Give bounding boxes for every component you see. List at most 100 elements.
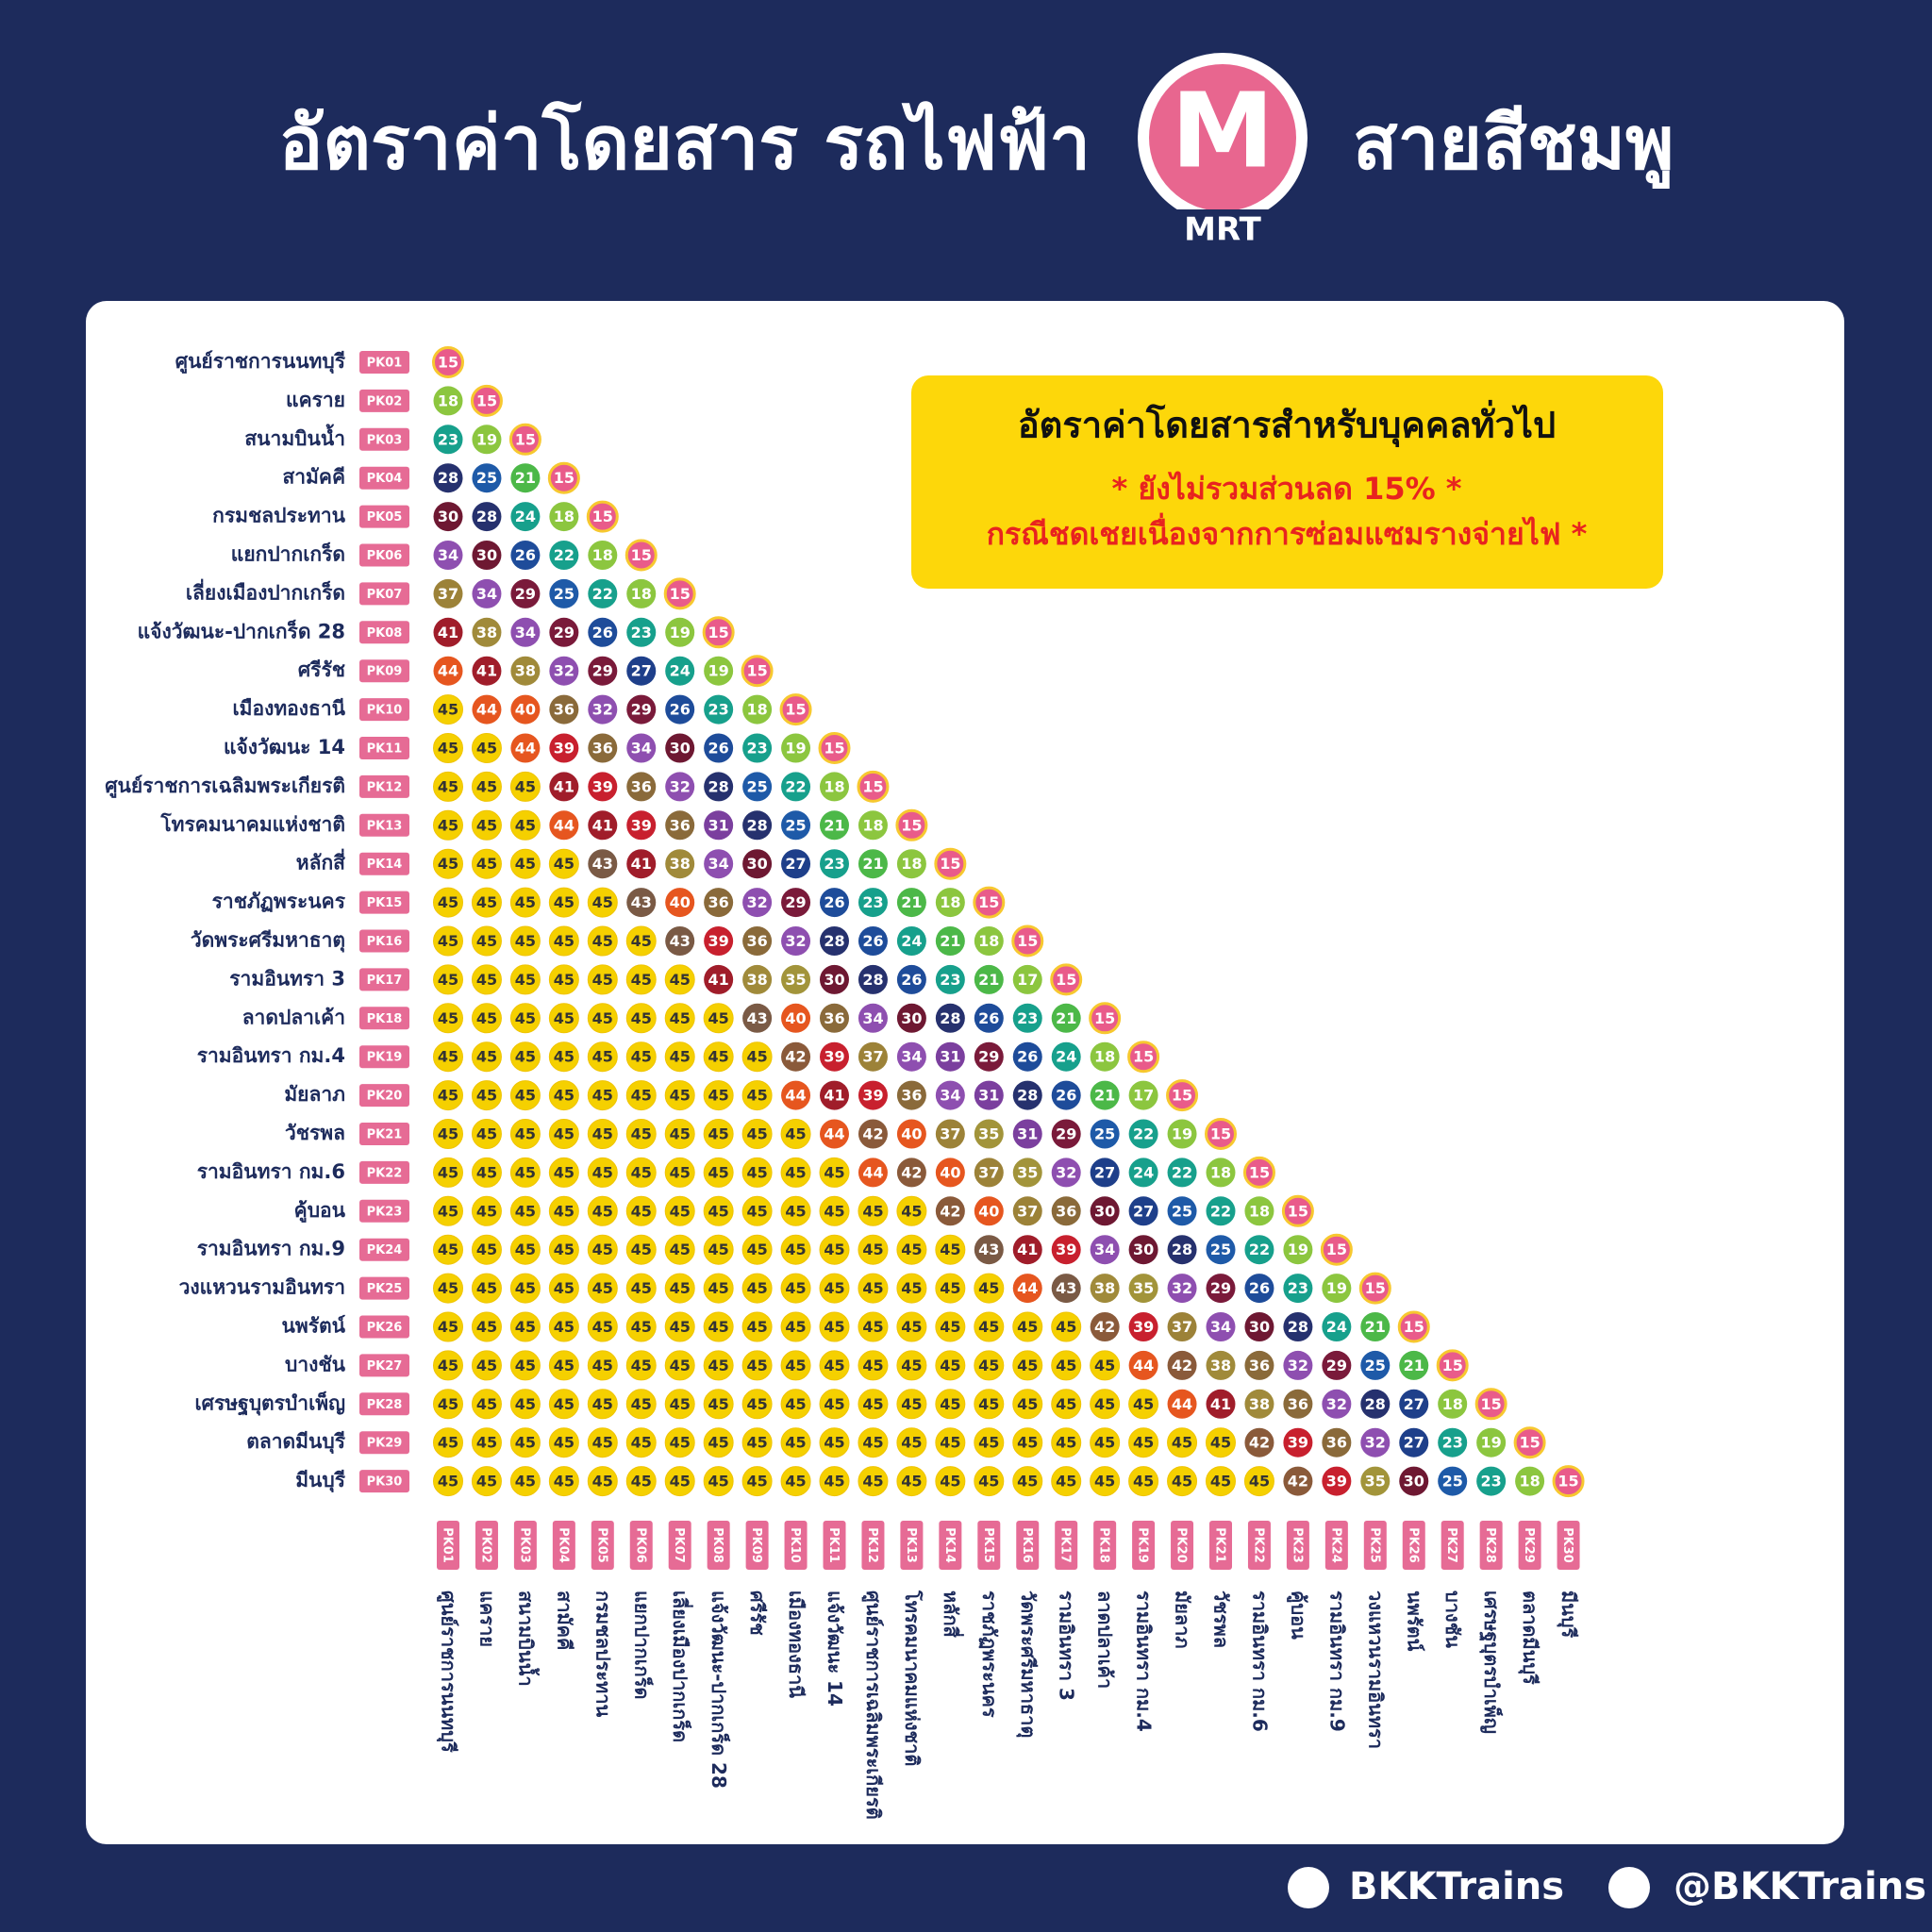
fare-cell — [1515, 1466, 1545, 1496]
station-name: คู้บอน — [294, 1199, 346, 1224]
fare-cell — [470, 384, 503, 417]
station-code-badge — [1479, 1521, 1503, 1570]
station-name: รามอินทรา กม.6 — [197, 1160, 345, 1183]
station-code-badge — [359, 1238, 409, 1261]
fare-value: 45 — [746, 1125, 767, 1143]
fare-value: 45 — [901, 1473, 922, 1491]
fare-value: 45 — [515, 1009, 536, 1027]
fare-value: 45 — [746, 1202, 767, 1220]
fare-cell — [549, 578, 579, 608]
fare-value: 45 — [631, 1279, 652, 1297]
fare-value: 45 — [901, 1357, 922, 1374]
fare-cell — [509, 925, 541, 957]
station-code: PK23 — [367, 1205, 403, 1219]
fare-value: 26 — [1056, 1087, 1076, 1105]
fare-cell — [935, 1119, 965, 1149]
fare-value: 38 — [515, 662, 536, 680]
fare-cell — [1206, 1389, 1236, 1419]
station-code-badge — [359, 427, 409, 451]
fare-cell — [626, 888, 657, 918]
fare-cell — [1128, 1080, 1158, 1110]
station-code: PK13 — [367, 819, 403, 833]
fare-cell — [433, 733, 463, 763]
fare-cell — [472, 425, 502, 455]
fare-value: 23 — [862, 893, 883, 911]
fare-cell — [742, 926, 773, 956]
fare-cell — [664, 1273, 695, 1304]
station-code-badge — [513, 1521, 537, 1570]
fare-value: 45 — [940, 1241, 960, 1258]
fare-cell — [548, 1003, 579, 1034]
fare-cell — [1322, 1274, 1352, 1304]
fare-value: 45 — [631, 1473, 652, 1491]
logo-text: MRT — [1184, 211, 1261, 249]
fare-cell — [471, 1003, 502, 1034]
station-name: ตลาดมีนบุรี — [246, 1430, 345, 1455]
fare-value: 45 — [554, 1009, 575, 1027]
fare-cell — [1167, 1196, 1197, 1226]
fare-cell — [858, 964, 888, 994]
fare-cell — [509, 1195, 541, 1226]
station-code-badge — [1016, 1521, 1040, 1570]
fare-value: 45 — [592, 1241, 613, 1258]
fare-value: 45 — [476, 1009, 497, 1027]
fare-value: 15 — [1442, 1357, 1463, 1374]
fare-value: 45 — [476, 1395, 497, 1413]
fare-cell — [1322, 1312, 1352, 1341]
station-code-badge — [359, 1199, 409, 1223]
fare-value: 45 — [824, 1434, 844, 1452]
fare-value: 45 — [940, 1318, 960, 1336]
column-label: PK07 เลี่ยงเมืองปากเกร็ด — [668, 1521, 694, 1742]
fare-cell — [896, 964, 926, 994]
fare-value: 15 — [1288, 1202, 1308, 1220]
fare-value: 30 — [438, 508, 458, 525]
fare-cell — [896, 1195, 927, 1226]
fare-value: 42 — [785, 1048, 806, 1066]
fare-value: 45 — [554, 1279, 575, 1297]
fare-value: 42 — [1288, 1473, 1308, 1491]
fare-value: 45 — [1017, 1318, 1038, 1336]
fare-cell — [819, 1234, 850, 1265]
fare-cell — [1051, 1427, 1082, 1458]
station-code-badge — [359, 891, 409, 914]
fare-cell — [471, 771, 502, 802]
fare-cell — [819, 1466, 850, 1497]
fare-cell — [625, 1003, 657, 1034]
fare-value: 45 — [476, 1125, 497, 1143]
fare-cell — [549, 694, 579, 724]
fare-value: 45 — [670, 1434, 691, 1452]
fare-cell — [742, 733, 773, 763]
fare-cell — [548, 1080, 579, 1111]
fare-value: 15 — [1326, 1241, 1347, 1258]
fare-cell — [471, 1350, 502, 1381]
fare-value: 45 — [476, 1434, 497, 1452]
fare-cell — [433, 1350, 463, 1381]
fare-value: 15 — [1249, 1163, 1270, 1181]
fare-value: 45 — [592, 1473, 613, 1491]
fare-value: 45 — [476, 1357, 497, 1374]
station-code-badge — [707, 1521, 730, 1570]
fare-value: 25 — [1365, 1357, 1386, 1374]
station-code: PK12 — [865, 1527, 879, 1563]
fare-cell — [471, 848, 502, 879]
fare-value: 45 — [978, 1279, 999, 1297]
fare-cell — [703, 1311, 734, 1342]
fare-value: 45 — [515, 1434, 536, 1452]
fare-value: 36 — [708, 893, 729, 911]
fare-value: 15 — [940, 855, 960, 873]
fare-value: 45 — [940, 1434, 960, 1452]
station-code-badge — [1557, 1521, 1580, 1570]
station-name: เศรษฐบุตรบำเพ็ญ — [195, 1390, 346, 1416]
fare-value: 45 — [515, 816, 536, 834]
station-code-badge — [552, 1521, 575, 1570]
fare-value: 27 — [1404, 1434, 1424, 1452]
station-code-badge — [359, 1354, 409, 1377]
fare-value: 45 — [708, 1473, 729, 1491]
fare-cell — [626, 733, 657, 763]
fare-cell — [664, 1041, 695, 1073]
station-name: กรมชลประทาน — [212, 505, 345, 527]
fare-cell — [819, 1273, 850, 1304]
fare-value: 45 — [708, 1241, 729, 1258]
fare-cell — [1012, 1196, 1042, 1226]
fare-cell — [935, 964, 965, 994]
